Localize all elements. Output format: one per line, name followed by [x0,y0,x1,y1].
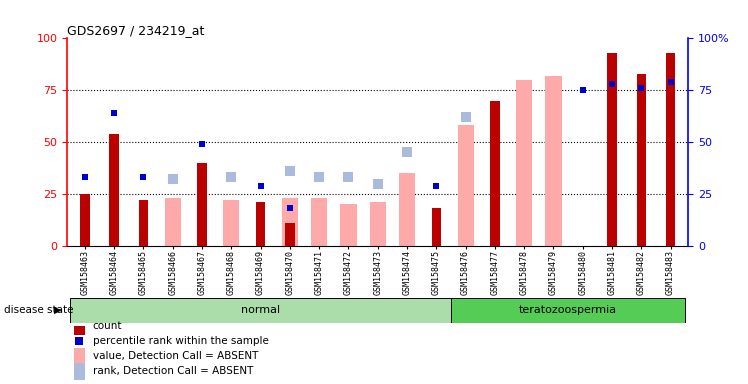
Bar [666,53,675,246]
Text: percentile rank within the sample: percentile rank within the sample [93,336,269,346]
Text: teratozoospermia: teratozoospermia [519,305,617,315]
Bar [73,348,85,365]
Bar [165,198,181,246]
Bar [490,101,500,246]
Bar [285,223,295,246]
Bar [109,134,119,246]
Bar [139,200,148,246]
Text: disease state: disease state [4,305,73,315]
Bar [545,76,562,246]
Bar [80,194,90,246]
Text: GDS2697 / 234219_at: GDS2697 / 234219_at [67,24,205,37]
Bar [256,202,266,246]
Text: ▶: ▶ [54,305,61,315]
Bar [458,126,473,246]
Bar [282,198,298,246]
Bar [223,200,239,246]
Bar [370,202,386,246]
Text: rank, Detection Call = ABSENT: rank, Detection Call = ABSENT [93,366,253,376]
Bar [311,198,327,246]
Bar [637,74,646,246]
Text: value, Detection Call = ABSENT: value, Detection Call = ABSENT [93,351,258,361]
Bar [607,53,616,246]
Bar [399,173,415,246]
Bar [197,163,206,246]
Text: normal: normal [241,305,280,315]
Bar [70,298,451,323]
Bar [516,80,533,246]
Text: count: count [93,321,122,331]
Bar [73,318,85,335]
Bar [451,298,685,323]
Bar [432,209,441,246]
Bar [340,204,357,246]
Bar [73,362,85,380]
